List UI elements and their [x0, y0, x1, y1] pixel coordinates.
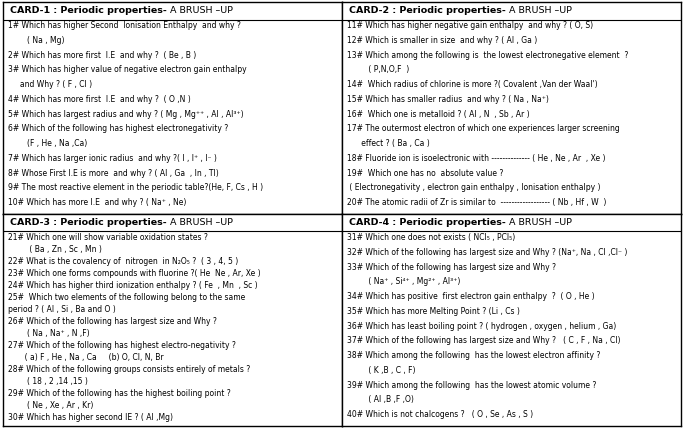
Text: 11# Which has higher negative gain enthalpy  and why ? ( O, S): 11# Which has higher negative gain entha… [347, 21, 593, 30]
Text: (F , He , Na ,Ca): (F , He , Na ,Ca) [8, 139, 88, 148]
Text: 4# Which has more first  I.E  and why ?  ( O ,N ): 4# Which has more first I.E and why ? ( … [8, 95, 192, 104]
Text: 27# Which of the following has highest electro-negativity ?: 27# Which of the following has highest e… [8, 341, 237, 350]
Text: 21# Which one will show variable oxidation states ?: 21# Which one will show variable oxidati… [8, 233, 209, 242]
Text: effect ? ( Ba , Ca ): effect ? ( Ba , Ca ) [347, 139, 430, 148]
Text: 13# Which among the following is  the lowest electronegative element  ?: 13# Which among the following is the low… [347, 51, 629, 59]
Text: 29# Which of the following has the highest boiling point ?: 29# Which of the following has the highe… [8, 389, 231, 398]
Text: ( a) F , He , Na , Ca     (b) O, Cl, N, Br: ( a) F , He , Na , Ca (b) O, Cl, N, Br [8, 353, 164, 362]
Text: 6# Which of the following has highest electronegativity ?: 6# Which of the following has highest el… [8, 125, 228, 134]
Text: 19#  Which one has no  absolute value ?: 19# Which one has no absolute value ? [347, 169, 503, 178]
Text: and Why ? ( F , Cl ): and Why ? ( F , Cl ) [8, 80, 92, 89]
Text: 26# Which of the following has largest size and Why ?: 26# Which of the following has largest s… [8, 317, 218, 326]
Text: ( 18 , 2 ,14 ,15 ): ( 18 , 2 ,14 ,15 ) [8, 377, 88, 386]
Text: 36# Which has least boiling point ? ( hydrogen , oxygen , helium , Ga): 36# Which has least boiling point ? ( hy… [347, 321, 616, 330]
Text: CARD-3 : Periodic properties-: CARD-3 : Periodic properties- [10, 218, 167, 227]
Text: 28# Which of the following groups consists entirely of metals ?: 28# Which of the following groups consis… [8, 365, 251, 374]
Text: A BRUSH –UP: A BRUSH –UP [505, 218, 572, 227]
Text: 7# Which has larger ionic radius  and why ?( I , I⁺ , I⁻ ): 7# Which has larger ionic radius and why… [8, 154, 218, 163]
Text: ( Na⁺ , Si⁴⁺ , Mg²⁺ , Al³⁺): ( Na⁺ , Si⁴⁺ , Mg²⁺ , Al³⁺) [347, 277, 460, 286]
Text: 8# Whose First I.E is more  and why ? ( Al , Ga  , In , Tl): 8# Whose First I.E is more and why ? ( A… [8, 169, 220, 178]
Text: 18# Fluoride ion is isoelectronic with -------------- ( He , Ne , Ar  , Xe ): 18# Fluoride ion is isoelectronic with -… [347, 154, 605, 163]
Text: 32# Which of the following has largest size and Why ? (Na⁺, Na , Cl ,Cl⁻ ): 32# Which of the following has largest s… [347, 248, 627, 257]
Text: 30# Which has higher second IE ? ( Al ,Mg): 30# Which has higher second IE ? ( Al ,M… [8, 413, 174, 422]
Text: ( P,N,O,F  ): ( P,N,O,F ) [347, 65, 409, 74]
Text: 1# Which has higher Second  Ionisation Enthalpy  and why ?: 1# Which has higher Second Ionisation En… [8, 21, 241, 30]
Text: 14#  Which radius of chlorine is more ?( Covalent ,Van der Waal'): 14# Which radius of chlorine is more ?( … [347, 80, 598, 89]
Text: ( K ,B , C , F): ( K ,B , C , F) [347, 366, 416, 375]
Text: 12# Which is smaller in size  and why ? ( Al , Ga ): 12# Which is smaller in size and why ? (… [347, 36, 538, 45]
Text: ( Al ,B ,F ,O): ( Al ,B ,F ,O) [347, 395, 414, 404]
Text: CARD-4 : Periodic properties-: CARD-4 : Periodic properties- [349, 218, 505, 227]
Text: 35# Which has more Melting Point ? (Li , Cs ): 35# Which has more Melting Point ? (Li ,… [347, 307, 520, 316]
Text: 40# Which is not chalcogens ?   ( O , Se , As , S ): 40# Which is not chalcogens ? ( O , Se ,… [347, 410, 534, 419]
Text: 38# Which among the following  has the lowest electron affinity ?: 38# Which among the following has the lo… [347, 351, 601, 360]
Text: 33# Which of the following has largest size and Why ?: 33# Which of the following has largest s… [347, 262, 556, 271]
Text: A BRUSH –UP: A BRUSH –UP [167, 218, 233, 227]
Text: 39# Which among the following  has the lowest atomic volume ?: 39# Which among the following has the lo… [347, 380, 596, 389]
Text: ( Ba , Zn , Sc , Mn ): ( Ba , Zn , Sc , Mn ) [8, 245, 103, 254]
Text: ( Na , Mg): ( Na , Mg) [8, 36, 65, 45]
Text: CARD-1 : Periodic properties-: CARD-1 : Periodic properties- [10, 6, 167, 15]
Text: ( Na , Na⁺ , N ,F): ( Na , Na⁺ , N ,F) [8, 329, 90, 338]
Text: 15# Which has smaller radius  and why ? ( Na , Na⁺): 15# Which has smaller radius and why ? (… [347, 95, 549, 104]
Text: 20# The atomic radii of Zr is similar to  ------------------ ( Nb , Hf , W  ): 20# The atomic radii of Zr is similar to… [347, 198, 607, 207]
Text: 2# Which has more first  I.E  and why ?  ( Be , B ): 2# Which has more first I.E and why ? ( … [8, 51, 197, 59]
Text: 5# Which has largest radius and why ? ( Mg , Mg⁺⁺ , Al , Al³⁺): 5# Which has largest radius and why ? ( … [8, 110, 244, 119]
Text: ( Ne , Xe , Ar , Kr): ( Ne , Xe , Ar , Kr) [8, 401, 94, 410]
Text: 31# Which one does not exists ( NCl₅ , PCl₅): 31# Which one does not exists ( NCl₅ , P… [347, 233, 515, 242]
Text: 24# Which has higher third ionization enthalpy ? ( Fe  , Mn  , Sc ): 24# Which has higher third ionization en… [8, 281, 258, 290]
Text: period ? ( Al , Si , Ba and O ): period ? ( Al , Si , Ba and O ) [8, 305, 116, 314]
Text: 17# The outermost electron of which one experiences larger screening: 17# The outermost electron of which one … [347, 125, 620, 134]
Text: 10# Which has more I.E  and why ? ( Na⁺ , Ne): 10# Which has more I.E and why ? ( Na⁺ ,… [8, 198, 187, 207]
Text: A BRUSH –UP: A BRUSH –UP [167, 6, 233, 15]
Text: 37# Which of the following has largest size and Why ?   ( C , F , Na , Cl): 37# Which of the following has largest s… [347, 336, 620, 345]
Text: ( Electronegativity , electron gain enthalpy , Ionisation enthalpy ): ( Electronegativity , electron gain enth… [347, 184, 601, 193]
Text: CARD-2 : Periodic properties-: CARD-2 : Periodic properties- [349, 6, 505, 15]
Text: 3# Which has higher value of negative electron gain enthalpy: 3# Which has higher value of negative el… [8, 65, 247, 74]
Text: A BRUSH –UP: A BRUSH –UP [505, 6, 572, 15]
Text: 34# Which has positive  first electron gain enthalpy  ?  ( O , He ): 34# Which has positive first electron ga… [347, 292, 594, 301]
Text: 16#  Which one is metalloid ? ( Al , N  , Sb , Ar ): 16# Which one is metalloid ? ( Al , N , … [347, 110, 529, 119]
Text: 9# The most reactive element in the periodic table?(He, F, Cs , H ): 9# The most reactive element in the peri… [8, 184, 263, 193]
Text: 23# Which one forms compounds with fluorine ?( He  Ne , Ar, Xe ): 23# Which one forms compounds with fluor… [8, 269, 261, 278]
Text: 25#  Which two elements of the following belong to the same: 25# Which two elements of the following … [8, 293, 246, 302]
Text: 22# What is the covalency of  nitrogen  in N₂O₅ ?  ( 3 , 4, 5 ): 22# What is the covalency of nitrogen in… [8, 257, 239, 266]
